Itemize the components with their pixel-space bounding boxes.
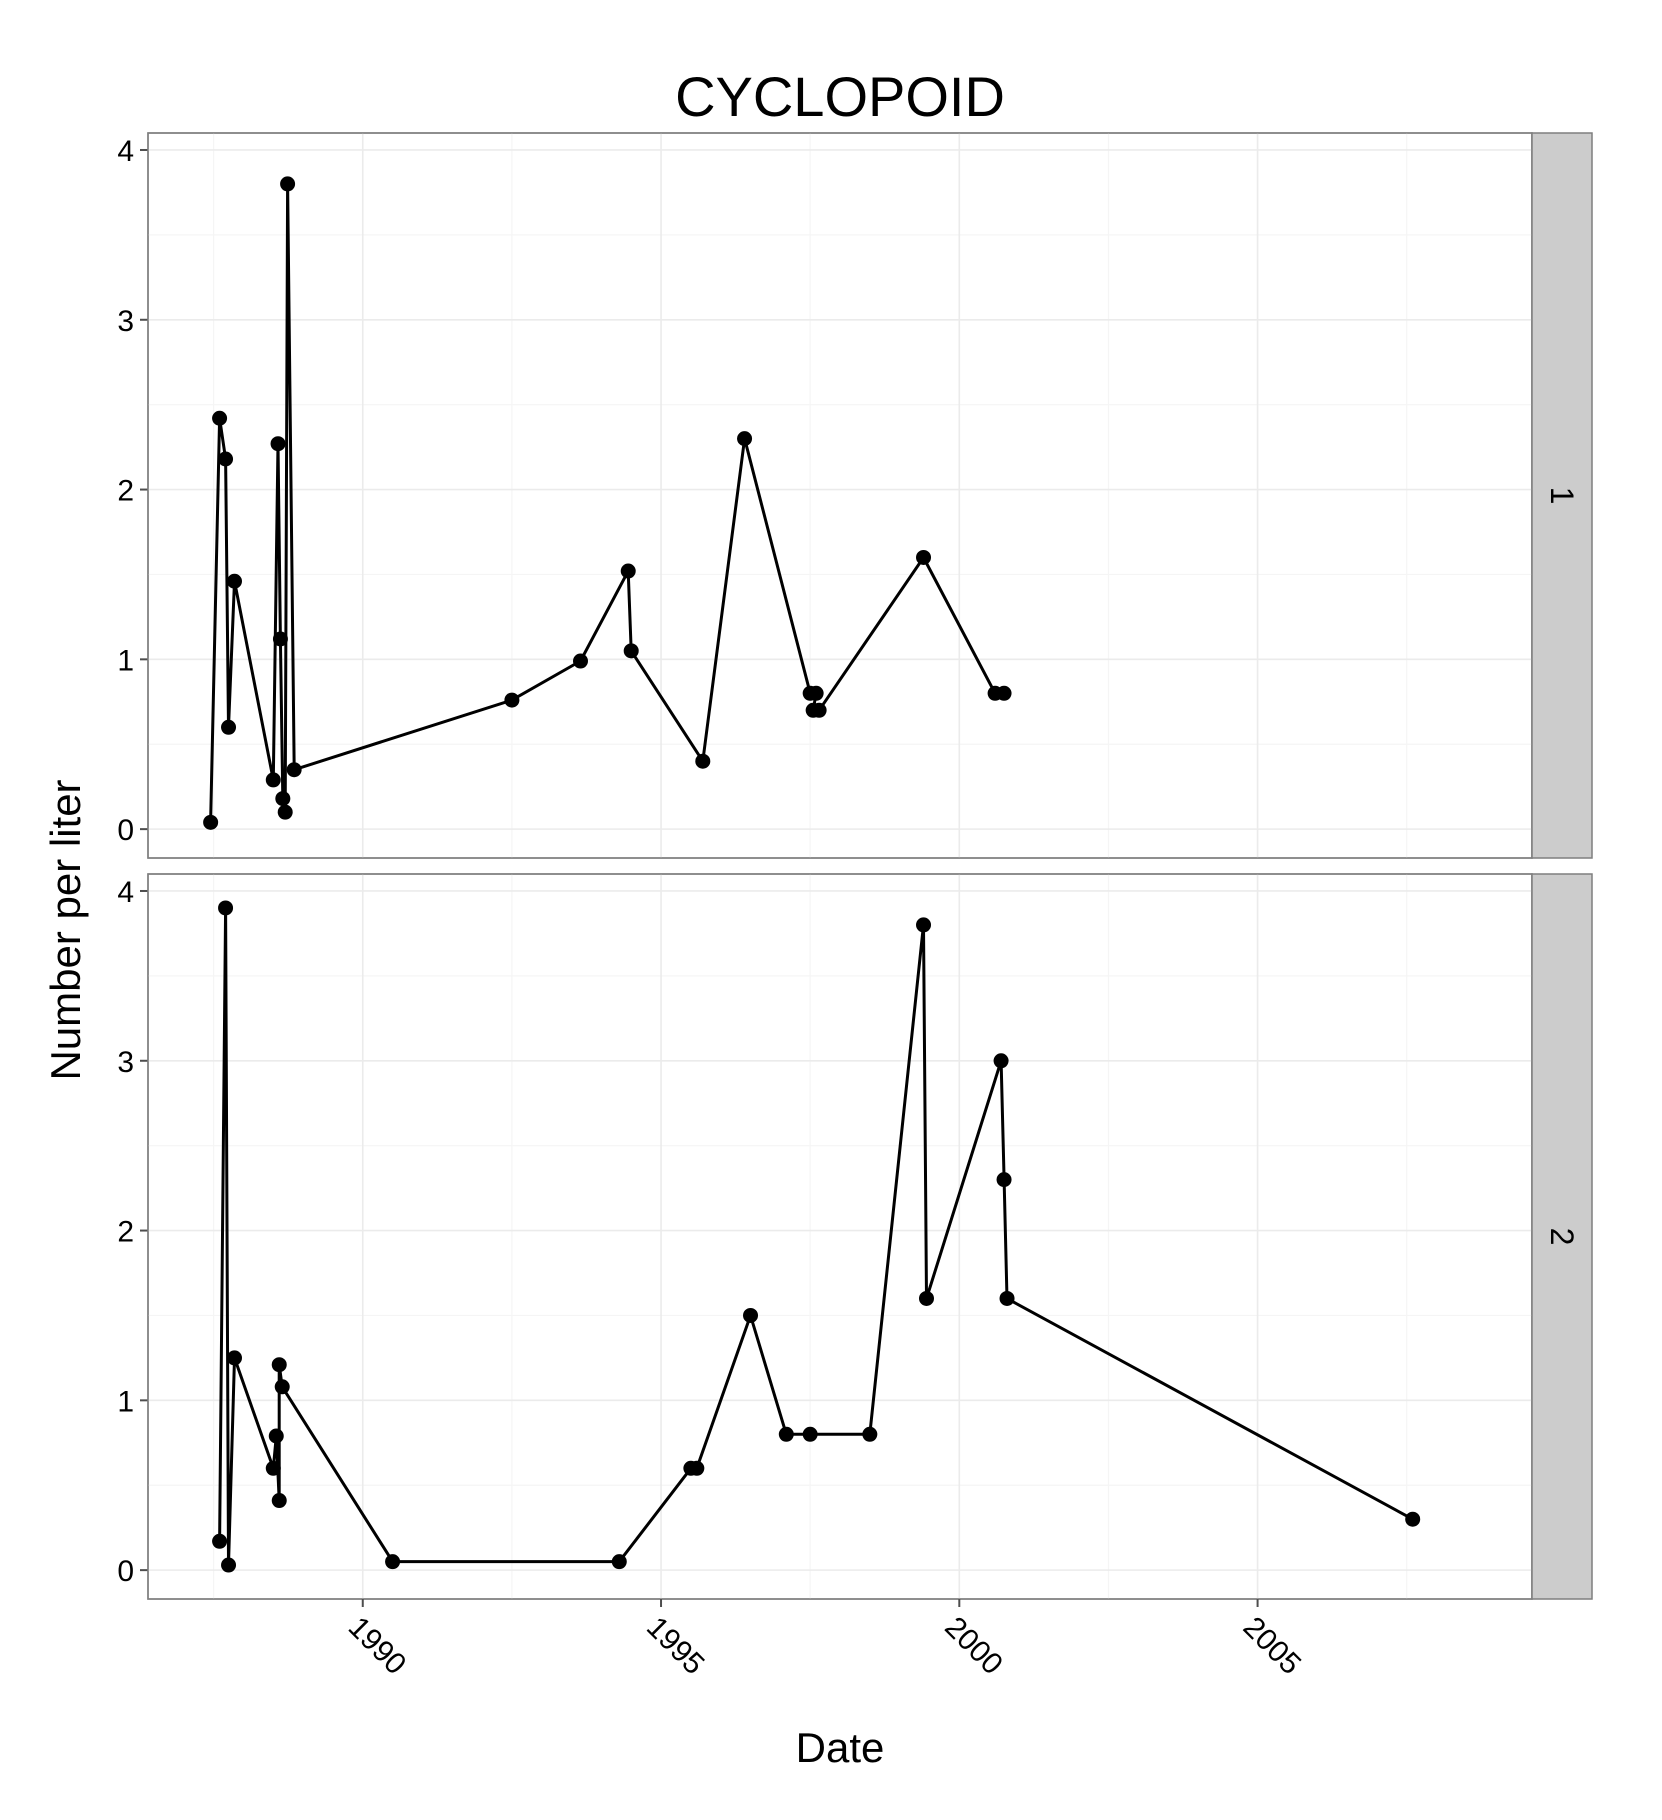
x-tick-label: 2000 <box>938 1611 1009 1682</box>
data-point <box>280 176 296 192</box>
data-point <box>802 1426 818 1442</box>
data-point <box>272 631 288 647</box>
data-point <box>919 1290 934 1306</box>
data-point <box>916 549 932 565</box>
y-tick-label: 0 <box>117 814 134 847</box>
x-axis-title: Date <box>796 1724 885 1771</box>
facet-strip <box>1531 873 1593 1600</box>
data-point <box>218 900 234 916</box>
data-point <box>274 1379 290 1395</box>
data-point <box>271 1493 287 1509</box>
data-point <box>268 1428 284 1444</box>
data-point <box>203 814 219 830</box>
data-point <box>271 1357 287 1373</box>
data-point <box>1405 1511 1421 1527</box>
data-point <box>620 563 636 579</box>
data-point <box>695 753 711 769</box>
data-point <box>221 719 237 735</box>
x-tick-label: 1995 <box>640 1611 711 1682</box>
data-point <box>862 1426 878 1442</box>
y-axis-title: Number per liter <box>42 779 89 1080</box>
data-point <box>275 791 291 807</box>
chart-title: CYCLOPOID <box>675 65 1005 128</box>
data-point <box>999 1290 1015 1306</box>
data-point <box>286 762 302 778</box>
data-point <box>916 917 932 933</box>
data-point <box>778 1426 794 1442</box>
facet-panel-1: 0 1 2 3 4 1 <box>117 132 1593 859</box>
x-axis: 1990 1995 2000 2005 <box>342 1599 1307 1681</box>
facet-panels: 0 1 2 3 4 1 0 1 2 3 4 2 <box>117 132 1593 1600</box>
data-point <box>737 431 753 447</box>
y-tick-label: 4 <box>117 135 134 168</box>
facet-strip <box>1531 132 1593 859</box>
data-point <box>623 643 639 659</box>
data-point <box>689 1460 705 1476</box>
data-point <box>265 1460 281 1476</box>
y-tick-label: 4 <box>117 876 134 909</box>
data-point <box>996 685 1012 701</box>
data-point <box>611 1554 627 1570</box>
data-point <box>808 685 824 701</box>
data-point <box>227 1350 242 1366</box>
data-point <box>277 804 293 820</box>
data-point <box>385 1554 401 1570</box>
panel-background <box>147 132 1533 859</box>
data-point <box>573 653 588 669</box>
x-tick-label: 1990 <box>342 1611 413 1682</box>
y-tick-label: 2 <box>117 1216 134 1249</box>
facet-strip-label: 2 <box>1544 1228 1580 1246</box>
facet-panel-2: 0 1 2 3 4 2 <box>117 873 1593 1600</box>
data-point <box>504 692 520 708</box>
data-point <box>218 451 234 467</box>
data-point <box>212 1533 228 1549</box>
y-tick-label: 0 <box>117 1555 134 1588</box>
facet-strip-label: 1 <box>1544 487 1580 505</box>
data-point <box>221 1557 237 1573</box>
data-point <box>265 772 281 788</box>
y-tick-label: 3 <box>117 1046 134 1079</box>
y-tick-label: 2 <box>117 475 134 508</box>
data-point <box>996 1172 1012 1188</box>
data-point <box>743 1307 759 1323</box>
x-tick-label: 2005 <box>1237 1611 1308 1682</box>
data-point <box>993 1053 1009 1069</box>
data-point <box>811 702 827 718</box>
y-tick-label: 1 <box>117 644 134 677</box>
panel-background <box>147 873 1533 1600</box>
data-point <box>227 573 242 589</box>
y-tick-label: 3 <box>117 305 134 338</box>
data-point <box>212 410 228 426</box>
y-tick-label: 1 <box>117 1385 134 1418</box>
data-point <box>270 436 286 452</box>
